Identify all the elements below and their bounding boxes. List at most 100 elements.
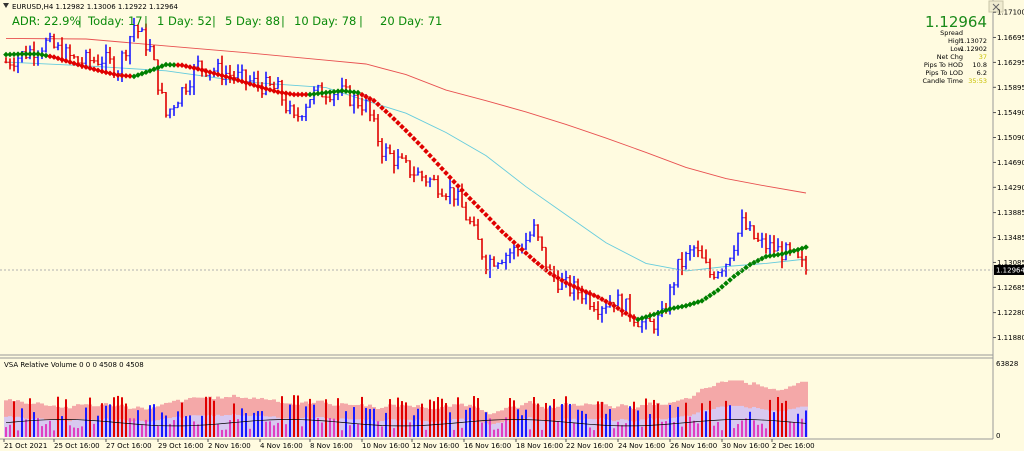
time-axis-label: 22 Nov 16:00 (566, 442, 613, 450)
volume-bar (689, 416, 691, 437)
volume-bar (205, 396, 207, 437)
volume-bar (381, 426, 383, 437)
volume-bar (421, 403, 423, 437)
trend-dot (459, 187, 465, 193)
volume-bar (573, 422, 575, 437)
trend-dot (699, 297, 705, 304)
volume-bar (97, 415, 99, 437)
volume-bar (473, 396, 475, 437)
trend-dot (107, 70, 113, 77)
volume-bar (245, 413, 247, 437)
volume-bar (93, 423, 95, 437)
volume-bar (497, 428, 499, 437)
trend-dot (615, 305, 621, 312)
trend-dot (515, 243, 521, 249)
price-axis-label: 1.11880 (997, 334, 1024, 342)
trend-dot (535, 260, 541, 267)
adr-day5: 5 Day: 88 (225, 14, 280, 28)
trend-dot (387, 112, 393, 118)
volume-bar (545, 402, 547, 437)
volume-bar (717, 421, 719, 437)
trend-dot (587, 290, 593, 297)
volume-bar (725, 400, 727, 437)
volume-bar (269, 421, 271, 437)
trend-dot (87, 65, 93, 71)
volume-bar (685, 402, 687, 437)
sma-red-line (5, 37, 807, 194)
trend-dot (443, 170, 449, 176)
volume-bar (633, 401, 635, 437)
price-axis-label: 1.15895 (997, 84, 1024, 92)
price-axis-label: 1.13885 (997, 209, 1024, 217)
trend-dot (479, 207, 485, 214)
trend-dot (187, 64, 193, 70)
volume-bar (773, 412, 775, 437)
time-axis-label: 4 Nov 16:00 (260, 442, 303, 450)
volume-bar (369, 409, 371, 437)
adr-day1: 1 Day: 52 (157, 14, 212, 28)
trend-dot (495, 224, 501, 231)
time-axis: 21 Oct 2021 25 Oct 16:00 27 Oct 16:00 29 Oc… (3, 439, 815, 450)
adr-sep-3: | (212, 14, 216, 28)
volume-bar (385, 412, 387, 437)
volume-bar (777, 396, 779, 437)
trend-dot (367, 95, 373, 102)
time-axis-label: 2 Nov 16:00 (208, 442, 251, 450)
trend-dot (803, 244, 809, 251)
trend-dot (447, 174, 453, 181)
volume-bar (185, 416, 187, 437)
volume-bar (601, 401, 603, 437)
volume-bar (237, 419, 239, 437)
trend-dot (83, 64, 89, 70)
trend-dot (791, 247, 797, 254)
trend-dot (595, 294, 601, 300)
volume-bar (541, 429, 543, 437)
volume-bar (721, 430, 723, 437)
volume-bar (669, 404, 671, 437)
symbol-triangle-icon (3, 3, 9, 8)
time-axis-label: 26 Nov 16:00 (670, 442, 717, 450)
volume-bar (113, 397, 115, 437)
time-axis-label: 2 Dec 16:00 (772, 442, 815, 450)
volume-bar (165, 415, 167, 437)
trend-dot (471, 199, 477, 206)
volume-bar (153, 404, 155, 437)
volume-bar (557, 421, 559, 437)
trend-dot (783, 250, 789, 256)
volume-bar (593, 430, 595, 437)
volume-mid (712, 409, 716, 437)
trend-dot (347, 88, 353, 95)
volume-bar (501, 423, 503, 437)
trend-dot (555, 275, 561, 281)
trend-dot (199, 67, 205, 73)
price-axis-label: 1.12280 (997, 309, 1024, 317)
volume-bar (641, 426, 643, 437)
adr-sep-2: | (144, 14, 148, 28)
trend-dot (319, 90, 325, 96)
trend-dot (91, 66, 97, 73)
trend-dot (523, 250, 529, 256)
volume-bar (697, 423, 699, 437)
volume-bar (401, 401, 403, 437)
volume-bar (805, 410, 807, 437)
trend-dot (607, 300, 613, 307)
volume-bar (181, 402, 183, 437)
trend-dot (571, 283, 577, 290)
trend-dot (739, 267, 745, 274)
volume-bar (29, 398, 31, 437)
volume-bar (417, 408, 419, 437)
volume-bar (597, 401, 599, 437)
info-panel: 1.12964 Spread High 1.13072 Low 1.12902 … (922, 13, 987, 85)
volume-bar (201, 415, 203, 437)
trend-dot (379, 105, 385, 111)
trend-dot (667, 306, 673, 312)
volume-bar (193, 421, 195, 437)
volume-bar (441, 398, 443, 437)
info-candle-label: Candle Time (922, 77, 963, 85)
trend-dot (123, 72, 129, 79)
volume-bar (137, 410, 139, 437)
volume-bar (709, 400, 711, 437)
volume-bar (713, 425, 715, 437)
